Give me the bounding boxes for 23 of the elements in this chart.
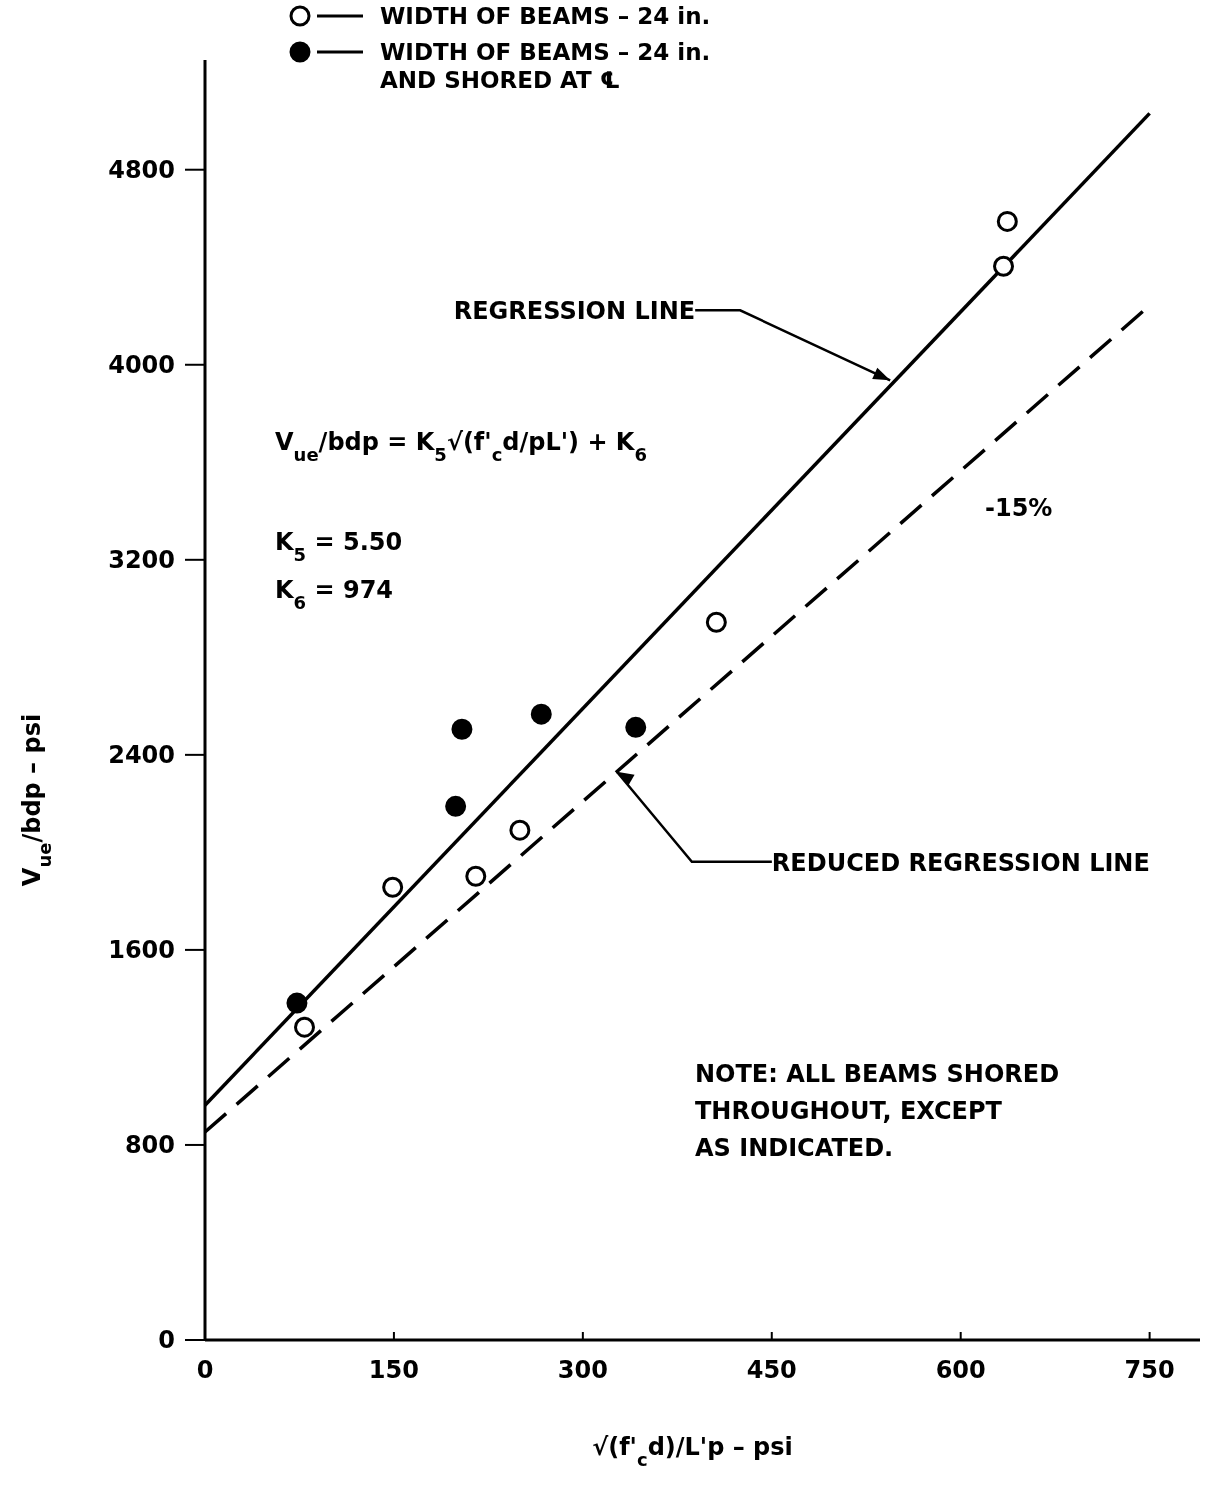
x-tick-label: 600 bbox=[935, 1356, 986, 1384]
x-axis-title: √(f'$_{c}$d)/L'p – psi bbox=[592, 1433, 793, 1470]
x-tick-label: 300 bbox=[557, 1356, 608, 1384]
annotation: K$_{5}$ = 5.50 bbox=[275, 528, 403, 565]
y-tick-label: 3200 bbox=[108, 545, 175, 574]
annotation: K$_{6}$ = 974 bbox=[275, 576, 394, 613]
y-tick-label: 4000 bbox=[108, 350, 175, 379]
y-tick-label: 0 bbox=[158, 1326, 175, 1354]
y-tick-label: 2400 bbox=[108, 740, 175, 769]
y-tick-label: 4800 bbox=[108, 155, 175, 184]
x-tick-label: 0 bbox=[196, 1356, 214, 1384]
annotation: NOTE: ALL BEAMS SHORED THROUGHOUT, EXCEPT AS INDICATED. bbox=[695, 1060, 1060, 1162]
legend-label: WIDTH OF BEAMS – 24 in. AND SHORED AT ℄ bbox=[380, 39, 711, 93]
legend-label: WIDTH OF BEAMS – 24 in. bbox=[380, 3, 711, 29]
y-tick-label: 1600 bbox=[108, 935, 175, 964]
annotation: REGRESSION LINE bbox=[453, 297, 696, 326]
annotation: REDUCED REGRESSION LINE bbox=[771, 848, 1150, 877]
annotation: V$_{ue}$/bdp = K$_{5}$√(f'$_{c}$d/pL') + K$_{6}$ bbox=[275, 428, 647, 465]
annotation: -15% bbox=[985, 494, 1053, 522]
x-tick-label: 150 bbox=[368, 1356, 419, 1384]
x-tick-label: 450 bbox=[746, 1356, 797, 1384]
x-tick-label: 750 bbox=[1124, 1356, 1175, 1384]
y-tick-label: 800 bbox=[124, 1130, 175, 1159]
